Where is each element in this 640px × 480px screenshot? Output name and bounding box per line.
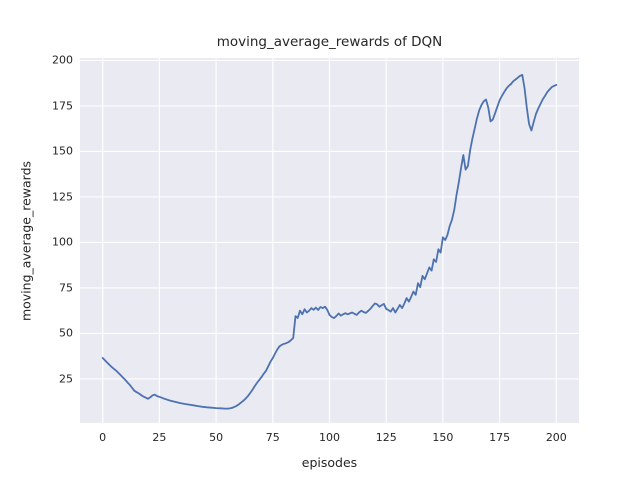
y-tick-label: 125 [52,190,73,204]
chart-svg [80,58,579,423]
y-tick-label: 100 [52,235,73,249]
plot-area [80,58,579,423]
x-tick-label: 125 [375,431,397,444]
y-tick-label: 25 [59,372,73,386]
x-tick-label: 25 [152,431,167,444]
x-tick-label: 75 [265,431,280,444]
x-tick-label: 100 [319,431,340,444]
y-tick-label: 175 [52,99,73,113]
x-tick-label: 200 [545,431,567,444]
x-axis-label: episodes [301,455,358,470]
y-tick-label: 50 [59,326,73,340]
y-tick-label: 150 [52,144,73,158]
y-tick-label: 75 [59,281,73,295]
x-tick-label: 175 [489,431,511,444]
x-tick-label: 50 [209,431,224,444]
y-tick-label: 200 [52,53,73,67]
chart-title: moving_average_rewards of DQN [216,34,443,50]
x-tick-label: 150 [432,431,454,444]
x-tick-label: 0 [99,431,107,444]
series-line [101,73,558,410]
